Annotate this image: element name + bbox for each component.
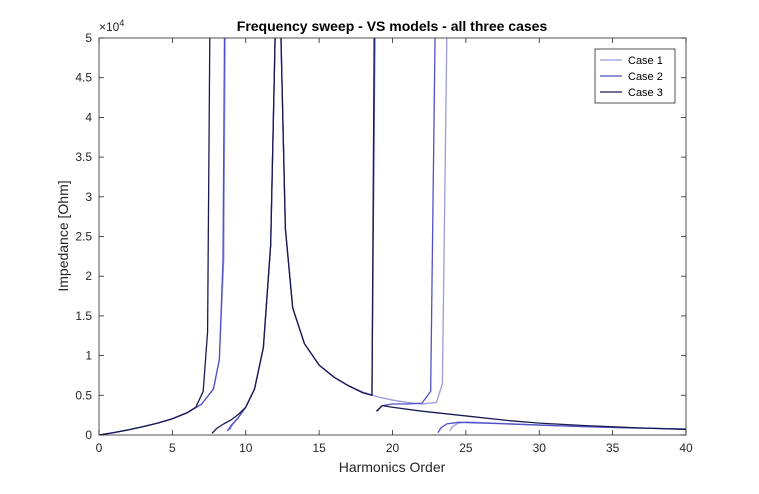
series-line-3-segment-2 bbox=[211, 38, 276, 434]
y-tick-label: 0 bbox=[85, 428, 92, 442]
x-tick-label: 5 bbox=[169, 441, 176, 455]
series-line-2-segment-5 bbox=[437, 421, 686, 433]
series-line-3-segment-3 bbox=[280, 38, 375, 396]
x-tick-label: 15 bbox=[312, 441, 326, 455]
plot-area bbox=[99, 38, 686, 435]
series-line-3-segment-1 bbox=[99, 38, 211, 435]
x-tick-label: 35 bbox=[606, 441, 620, 455]
y-tick-label: 0.5 bbox=[75, 388, 92, 402]
x-axis-label: Harmonics Order bbox=[339, 459, 446, 475]
legend-entry-3: Case 3 bbox=[628, 87, 663, 99]
y-tick-label: 4 bbox=[85, 110, 92, 124]
x-tick-label: 30 bbox=[533, 441, 547, 455]
y-tick-label: 4.5 bbox=[75, 71, 92, 85]
series-group bbox=[99, 38, 686, 435]
y-tick-label: 2.5 bbox=[75, 230, 92, 244]
y-axis-label: Impedance [Ohm] bbox=[55, 180, 71, 291]
y-tick-label: 3.5 bbox=[75, 150, 92, 164]
x-tick-label: 40 bbox=[679, 441, 693, 455]
x-tick-label: 10 bbox=[239, 441, 253, 455]
y-tick-label: 1 bbox=[85, 349, 92, 363]
chart-title: Frequency sweep - VS models - all three … bbox=[237, 18, 548, 34]
legend-entry-2: Case 2 bbox=[628, 71, 663, 83]
y-tick-label: 1.5 bbox=[75, 309, 92, 323]
series-line-3-segment-4 bbox=[375, 404, 686, 431]
y-tick-label: 2 bbox=[85, 269, 92, 283]
y-tick-label: 3 bbox=[85, 190, 92, 204]
x-tick-label: 20 bbox=[386, 441, 400, 455]
x-tick-label: 25 bbox=[459, 441, 473, 455]
x-tick-label: 0 bbox=[96, 441, 103, 455]
y-tick-label: 5 bbox=[85, 31, 92, 45]
legend-entry-1: Case 1 bbox=[628, 55, 663, 67]
y-axis-exponent: ×104 bbox=[99, 18, 124, 34]
legend: Case 1 Case 2 Case 3 bbox=[594, 48, 676, 104]
